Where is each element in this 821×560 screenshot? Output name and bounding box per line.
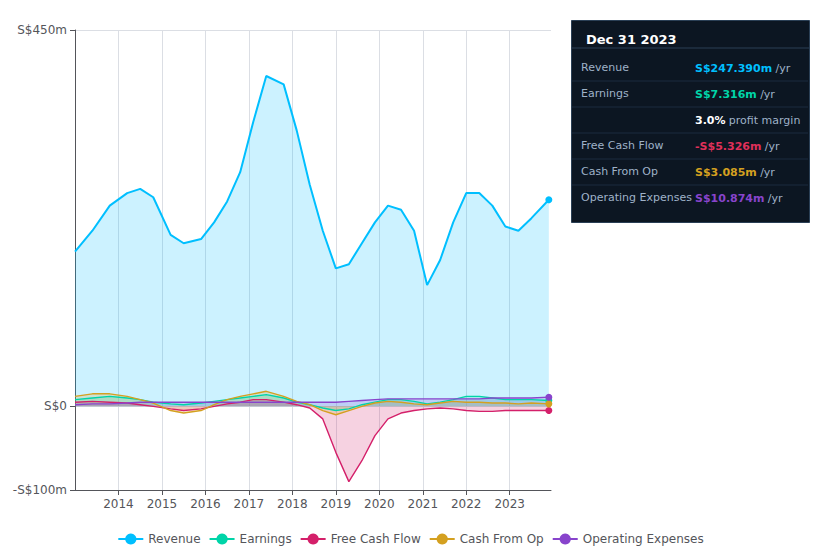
svg-text:S$7.316m: S$7.316m xyxy=(695,88,757,101)
svg-text:2019: 2019 xyxy=(321,497,352,511)
svg-text:Free Cash Flow: Free Cash Flow xyxy=(581,139,664,152)
svg-text:2021: 2021 xyxy=(407,497,438,511)
svg-text:2023: 2023 xyxy=(494,497,525,511)
svg-text:/yr: /yr xyxy=(760,166,775,179)
svg-text:Free Cash Flow: Free Cash Flow xyxy=(331,532,421,546)
svg-text:profit margin: profit margin xyxy=(729,114,801,127)
svg-text:-S$100m: -S$100m xyxy=(13,483,67,497)
svg-text:2016: 2016 xyxy=(190,497,221,511)
svg-text:S$10.874m: S$10.874m xyxy=(695,192,765,205)
svg-text:/yr: /yr xyxy=(765,140,780,153)
svg-text:Earnings: Earnings xyxy=(240,532,292,546)
svg-text:Dec 31 2023: Dec 31 2023 xyxy=(586,32,677,47)
svg-text:2015: 2015 xyxy=(147,497,178,511)
svg-text:2020: 2020 xyxy=(364,497,395,511)
svg-text:Earnings: Earnings xyxy=(581,87,629,100)
svg-text:S$3.085m: S$3.085m xyxy=(695,166,757,179)
svg-text:Revenue: Revenue xyxy=(148,532,200,546)
svg-text:2014: 2014 xyxy=(103,497,134,511)
svg-text:Operating Expenses: Operating Expenses xyxy=(581,191,692,204)
svg-text:Cash From Op: Cash From Op xyxy=(460,532,544,546)
svg-text:S$450m: S$450m xyxy=(17,23,67,37)
svg-text:Cash From Op: Cash From Op xyxy=(581,165,658,178)
svg-text:/yr: /yr xyxy=(775,62,790,75)
svg-text:/yr: /yr xyxy=(768,192,783,205)
svg-text:S$247.390m: S$247.390m xyxy=(695,62,772,75)
svg-text:2018: 2018 xyxy=(277,497,308,511)
svg-text:3.0%: 3.0% xyxy=(695,114,726,127)
svg-text:2022: 2022 xyxy=(451,497,482,511)
svg-text:-S$5.326m: -S$5.326m xyxy=(695,140,761,153)
svg-text:/yr: /yr xyxy=(760,88,775,101)
svg-text:2017: 2017 xyxy=(234,497,265,511)
svg-text:Revenue: Revenue xyxy=(581,61,629,74)
svg-text:Operating Expenses: Operating Expenses xyxy=(583,532,704,546)
svg-text:S$0: S$0 xyxy=(44,399,67,413)
